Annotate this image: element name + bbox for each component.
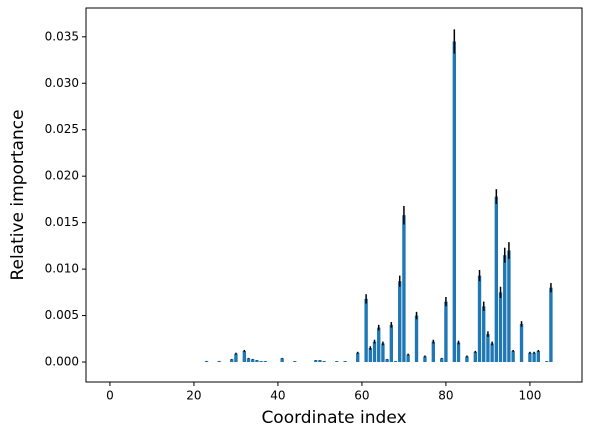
x-tick-label: 100 <box>518 389 541 403</box>
x-tick-label: 0 <box>106 389 114 403</box>
bar <box>242 350 247 363</box>
bar <box>545 361 549 363</box>
bar <box>364 298 368 363</box>
bar <box>498 292 503 363</box>
bar <box>406 354 410 363</box>
bar <box>385 359 389 363</box>
x-tick-label: 40 <box>270 389 285 403</box>
bar <box>452 41 457 363</box>
y-tick-label: 0.020 <box>45 169 79 183</box>
bar <box>456 342 461 363</box>
bar <box>465 356 469 363</box>
bar <box>398 281 402 363</box>
x-tick-label: 20 <box>186 389 201 403</box>
bar <box>536 350 541 363</box>
bar <box>230 359 234 363</box>
y-tick-label: 0.010 <box>45 262 79 276</box>
bar <box>318 360 322 363</box>
x-tick-label: 60 <box>354 389 369 403</box>
bar <box>402 215 406 363</box>
bar <box>381 343 385 363</box>
x-axis-label: Coordinate index <box>261 408 406 428</box>
bar <box>440 358 444 363</box>
bar <box>482 306 486 363</box>
bar <box>234 353 238 363</box>
y-tick-label: 0.030 <box>45 76 79 90</box>
bar <box>255 360 259 363</box>
bar <box>293 361 297 363</box>
y-tick-label: 0.035 <box>45 29 79 43</box>
bar <box>414 315 419 363</box>
bar <box>356 352 360 363</box>
bar <box>507 250 511 363</box>
bar <box>519 323 524 363</box>
y-axis-label: Relative importance <box>8 109 28 280</box>
bar <box>322 361 326 363</box>
bar <box>335 361 339 363</box>
y-tick-label: 0.005 <box>45 308 79 322</box>
bar <box>343 361 347 363</box>
bar <box>314 360 318 363</box>
bar <box>246 358 251 363</box>
bar <box>444 301 448 363</box>
bar <box>532 352 536 363</box>
bar <box>377 327 381 363</box>
bar <box>372 341 377 363</box>
bar <box>280 358 284 363</box>
bar <box>259 361 263 363</box>
bar <box>549 287 553 363</box>
bar <box>494 196 499 363</box>
bar <box>263 361 268 363</box>
bar <box>251 359 255 363</box>
bar <box>368 348 373 363</box>
y-tick-label: 0.015 <box>45 215 79 229</box>
bar <box>389 324 394 363</box>
bar <box>486 334 490 363</box>
bar <box>477 275 482 363</box>
bar <box>511 350 515 363</box>
y-tick-label: 0.025 <box>45 122 79 136</box>
y-tick-label: 0.000 <box>45 355 79 369</box>
bar <box>503 255 507 363</box>
bar <box>473 351 478 363</box>
bar <box>490 343 494 363</box>
bar <box>393 361 398 363</box>
bar <box>423 356 427 363</box>
bar <box>204 361 209 363</box>
bar <box>528 352 532 363</box>
x-tick-label: 80 <box>438 389 453 403</box>
plot-frame <box>85 7 583 383</box>
bar <box>217 361 221 363</box>
bar <box>431 341 436 363</box>
